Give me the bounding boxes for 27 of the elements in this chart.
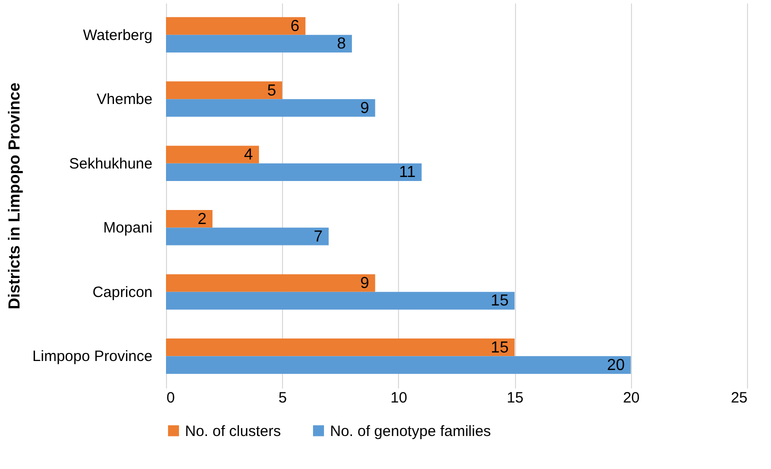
y-tick-label: Mopani (103, 220, 152, 237)
x-tick-label: 25 (730, 390, 748, 406)
x-tick-label: 20 (622, 390, 640, 406)
data-label: 11 (399, 164, 416, 182)
data-label: 7 (314, 228, 323, 246)
x-tick-label: 0 (166, 390, 175, 406)
data-label: 5 (267, 82, 276, 100)
data-label: 9 (360, 100, 370, 117)
data-label: 9 (360, 275, 370, 292)
legend-label: No. of clusters (185, 422, 281, 440)
x-tick-label: 5 (278, 390, 287, 406)
data-label: 8 (337, 36, 346, 53)
y-tick-label: Waterberg (83, 26, 152, 44)
data-label: 20 (607, 357, 625, 374)
x-tick-label: 10 (390, 390, 408, 406)
y-tick-label: Limpopo Province (32, 348, 152, 366)
data-label: 2 (198, 210, 207, 228)
data-label: 4 (244, 146, 254, 164)
y-tick-label: Vhembe (96, 91, 152, 108)
data-label: 15 (490, 339, 509, 356)
y-tick-label: Sekhukhune (69, 155, 152, 172)
legend-label: No. of genotype families (330, 422, 491, 440)
y-tick-label: Capricon (92, 284, 152, 301)
y-axis-title: Districts in Limpopo Province (6, 82, 24, 310)
x-tick-label: 15 (506, 390, 524, 406)
data-label: 6 (290, 18, 300, 35)
data-label: 15 (490, 292, 509, 310)
